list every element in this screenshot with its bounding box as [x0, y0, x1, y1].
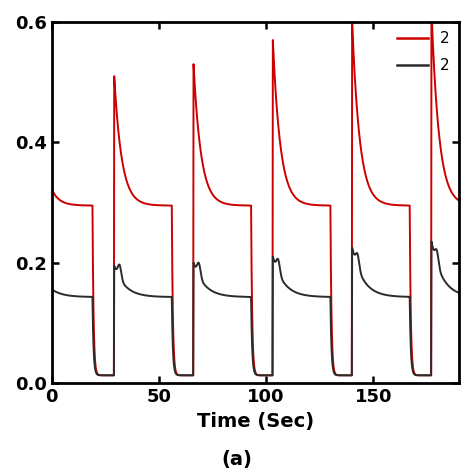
2	[456, 198, 462, 203]
2	[125, 286, 131, 292]
2	[304, 201, 310, 207]
2	[111, 373, 117, 378]
2	[49, 186, 55, 192]
2	[456, 290, 462, 296]
2	[111, 373, 117, 378]
2	[119, 273, 125, 279]
X-axis label: Time (Sec): Time (Sec)	[197, 411, 314, 430]
2	[428, 7, 434, 13]
2	[118, 154, 124, 159]
Line: 2: 2	[52, 10, 459, 375]
Line: 2: 2	[52, 242, 459, 375]
2	[118, 271, 124, 277]
2	[125, 182, 131, 188]
2	[428, 239, 434, 245]
2	[304, 292, 310, 298]
2	[119, 155, 125, 161]
Text: (a): (a)	[221, 450, 253, 469]
2	[251, 357, 256, 363]
2	[264, 373, 269, 378]
2	[264, 373, 269, 378]
Legend: 2, 2: 2, 2	[392, 25, 456, 80]
2	[49, 286, 55, 292]
2	[251, 365, 256, 371]
